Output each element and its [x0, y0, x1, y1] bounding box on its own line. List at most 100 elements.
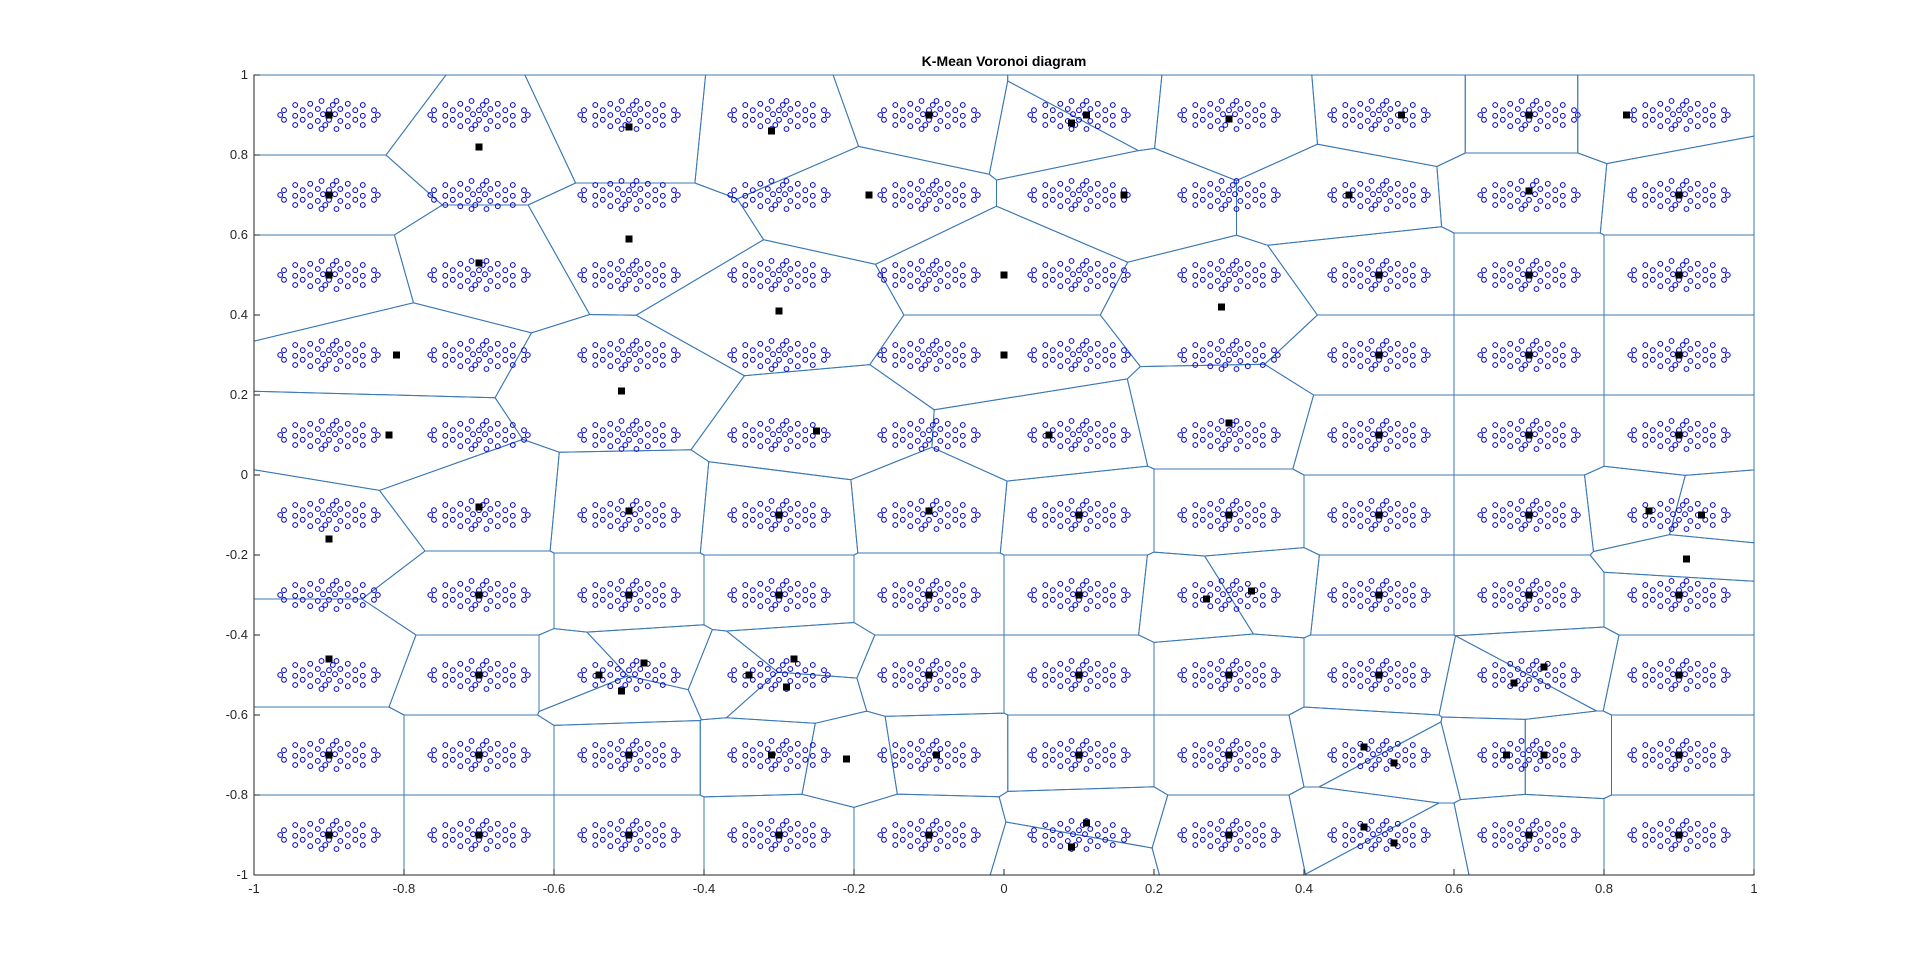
data-point: [322, 762, 329, 768]
data-point: [1232, 271, 1238, 278]
data-point: [1657, 603, 1664, 610]
data-point: [1214, 118, 1221, 124]
data-point: [1199, 676, 1206, 683]
data-point: [974, 752, 981, 758]
y-tick-label: 0.8: [230, 147, 248, 162]
data-point: [1259, 672, 1266, 679]
data-point: [1372, 682, 1379, 688]
data-point: [1387, 598, 1394, 604]
centroid-marker: [775, 511, 783, 519]
data-point: [959, 192, 966, 199]
data-point: [1642, 352, 1649, 359]
data-point: [1232, 511, 1238, 518]
data-point: [1668, 446, 1675, 452]
voronoi-cell: [1288, 786, 1441, 875]
data-point: [809, 822, 816, 828]
data-point: [1042, 422, 1049, 428]
data-point: [1721, 827, 1727, 834]
data-point: [659, 282, 666, 288]
data-point: [314, 506, 321, 512]
data-point: [659, 362, 666, 368]
data-point: [1233, 498, 1240, 504]
data-point: [314, 678, 321, 684]
data-point: [1492, 502, 1499, 508]
data-point: [1544, 100, 1551, 107]
data-point: [1532, 591, 1538, 598]
data-point: [442, 182, 449, 188]
voronoi-cell: [1440, 716, 1526, 801]
data-point: [776, 187, 782, 194]
data-point: [1409, 192, 1416, 199]
data-point: [449, 187, 456, 194]
data-point: [1402, 347, 1409, 354]
data-point: [764, 678, 771, 684]
data-point: [922, 282, 929, 288]
data-point: [952, 747, 959, 754]
centroid-marker: [1375, 431, 1383, 439]
data-point: [1031, 516, 1037, 523]
data-point: [644, 420, 651, 427]
voronoi-cell: [725, 621, 876, 679]
data-point: [937, 358, 944, 364]
data-point: [1218, 366, 1225, 372]
data-point: [581, 356, 587, 363]
data-point: [727, 192, 734, 198]
data-point: [524, 832, 531, 838]
data-point: [1499, 196, 1506, 203]
data-point: [1507, 580, 1514, 587]
data-point: [1552, 836, 1559, 843]
data-point: [1244, 283, 1251, 290]
data-point: [1064, 758, 1071, 764]
data-point: [1259, 192, 1266, 199]
data-point: [1368, 606, 1375, 612]
data-point: [932, 191, 938, 198]
data-point: [659, 582, 666, 588]
data-point: [1672, 762, 1679, 768]
data-point: [1670, 111, 1676, 118]
data-point: [1237, 506, 1244, 512]
data-point: [1364, 838, 1371, 844]
data-point: [776, 276, 782, 283]
data-point: [1507, 180, 1514, 187]
data-point: [1421, 107, 1427, 114]
data-point: [1218, 418, 1225, 424]
data-point: [1259, 582, 1266, 588]
data-point: [483, 526, 490, 532]
data-point: [881, 516, 887, 523]
data-point: [581, 107, 587, 114]
data-point: [352, 516, 359, 523]
data-point: [521, 747, 527, 754]
data-point: [494, 740, 501, 747]
data-point: [494, 580, 501, 587]
data-point: [1087, 746, 1094, 752]
data-point: [1199, 836, 1206, 843]
data-point: [1552, 356, 1559, 363]
data-point: [431, 196, 437, 203]
data-point: [937, 838, 944, 844]
data-point: [1514, 186, 1521, 192]
data-point: [333, 446, 340, 452]
data-point: [1068, 526, 1075, 532]
data-point: [483, 338, 490, 344]
data-point: [1121, 427, 1127, 434]
data-point: [314, 586, 321, 592]
data-point: [281, 507, 287, 514]
data-point: [1259, 282, 1266, 288]
data-point: [371, 187, 377, 194]
data-point: [1222, 122, 1229, 128]
data-point: [1642, 582, 1649, 588]
centroid-marker: [625, 235, 633, 243]
data-point: [1649, 516, 1656, 523]
data-point: [592, 422, 599, 428]
data-point: [468, 366, 475, 372]
data-point: [1664, 118, 1671, 124]
data-point: [483, 738, 490, 744]
centroid-marker: [325, 271, 333, 279]
data-point: [1518, 126, 1525, 132]
data-point: [1492, 822, 1499, 828]
data-point: [1042, 442, 1049, 448]
data-point: [731, 587, 737, 594]
data-point: [629, 662, 636, 668]
data-point: [1672, 282, 1679, 288]
data-point: [314, 278, 321, 284]
